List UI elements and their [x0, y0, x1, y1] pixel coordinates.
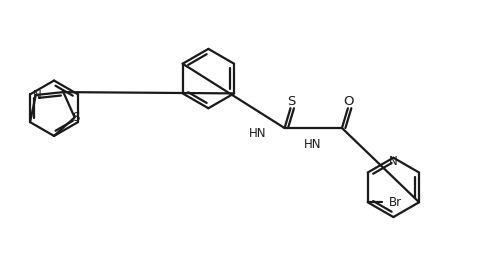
Text: S: S — [287, 95, 296, 108]
Text: S: S — [72, 111, 79, 124]
Text: HN: HN — [303, 138, 321, 151]
Text: O: O — [344, 95, 354, 108]
Text: N: N — [389, 155, 398, 168]
Text: N: N — [33, 90, 41, 103]
Text: Br: Br — [389, 196, 402, 209]
Text: HN: HN — [249, 127, 266, 140]
